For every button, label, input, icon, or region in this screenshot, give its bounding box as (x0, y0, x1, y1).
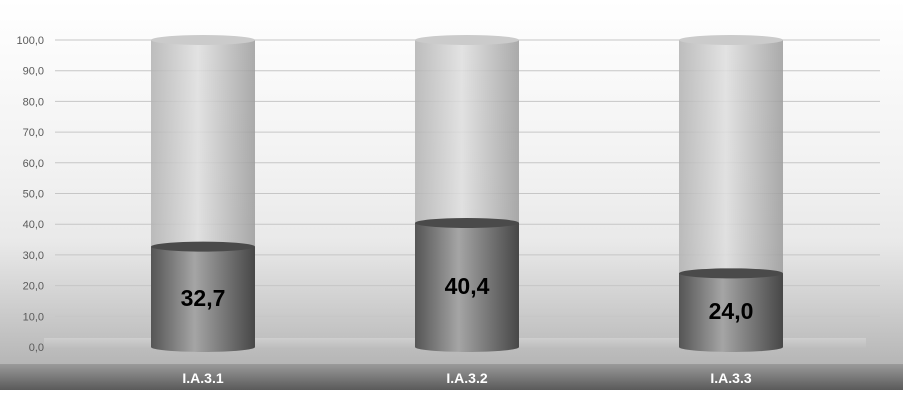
bar-value-top (415, 217, 519, 228)
y-axis: 0,0 10,0 20,0 30,0 40,0 50,0 60,0 70,0 80,0 90,0 1… (16, 35, 44, 354)
x-axis: I.A.3.1 I.A.3.2 I.A.3.3 (182, 370, 751, 386)
bottom-band (0, 364, 903, 390)
y-tick-label: 80,0 (23, 96, 44, 108)
y-tick-label: 0,0 (29, 342, 44, 354)
bar: 40,4 (415, 35, 519, 352)
x-tick-label: I.A.3.2 (446, 370, 487, 386)
y-tick-label: 10,0 (23, 311, 44, 323)
y-tick-label: 50,0 (23, 189, 44, 201)
y-tick-label: 20,0 (23, 281, 44, 293)
y-tick-label: 30,0 (23, 250, 44, 262)
bar-value-body (415, 222, 519, 352)
y-tick-label: 60,0 (23, 158, 44, 170)
data-label: 40,4 (445, 273, 490, 299)
bar: 32,7 (151, 35, 255, 352)
data-label: 32,7 (181, 285, 226, 311)
bar-value-top (679, 268, 783, 279)
y-tick-label: 90,0 (23, 66, 44, 78)
bars: 32,7 40,4 24,0 (151, 35, 783, 352)
x-tick-label: I.A.3.3 (710, 370, 751, 386)
x-tick-label: I.A.3.1 (182, 370, 223, 386)
y-tick-label: 100,0 (16, 35, 44, 47)
bar-value-body (679, 273, 783, 352)
bar-value-body (151, 246, 255, 352)
y-tick-label: 70,0 (23, 127, 44, 139)
bar-empty-top (151, 35, 255, 45)
y-tick-label: 40,0 (23, 219, 44, 231)
bar: 24,0 (679, 35, 783, 352)
data-label: 24,0 (709, 298, 754, 324)
bar-empty-top (679, 35, 783, 45)
bar-value-top (151, 241, 255, 252)
bar-empty-top (415, 35, 519, 45)
